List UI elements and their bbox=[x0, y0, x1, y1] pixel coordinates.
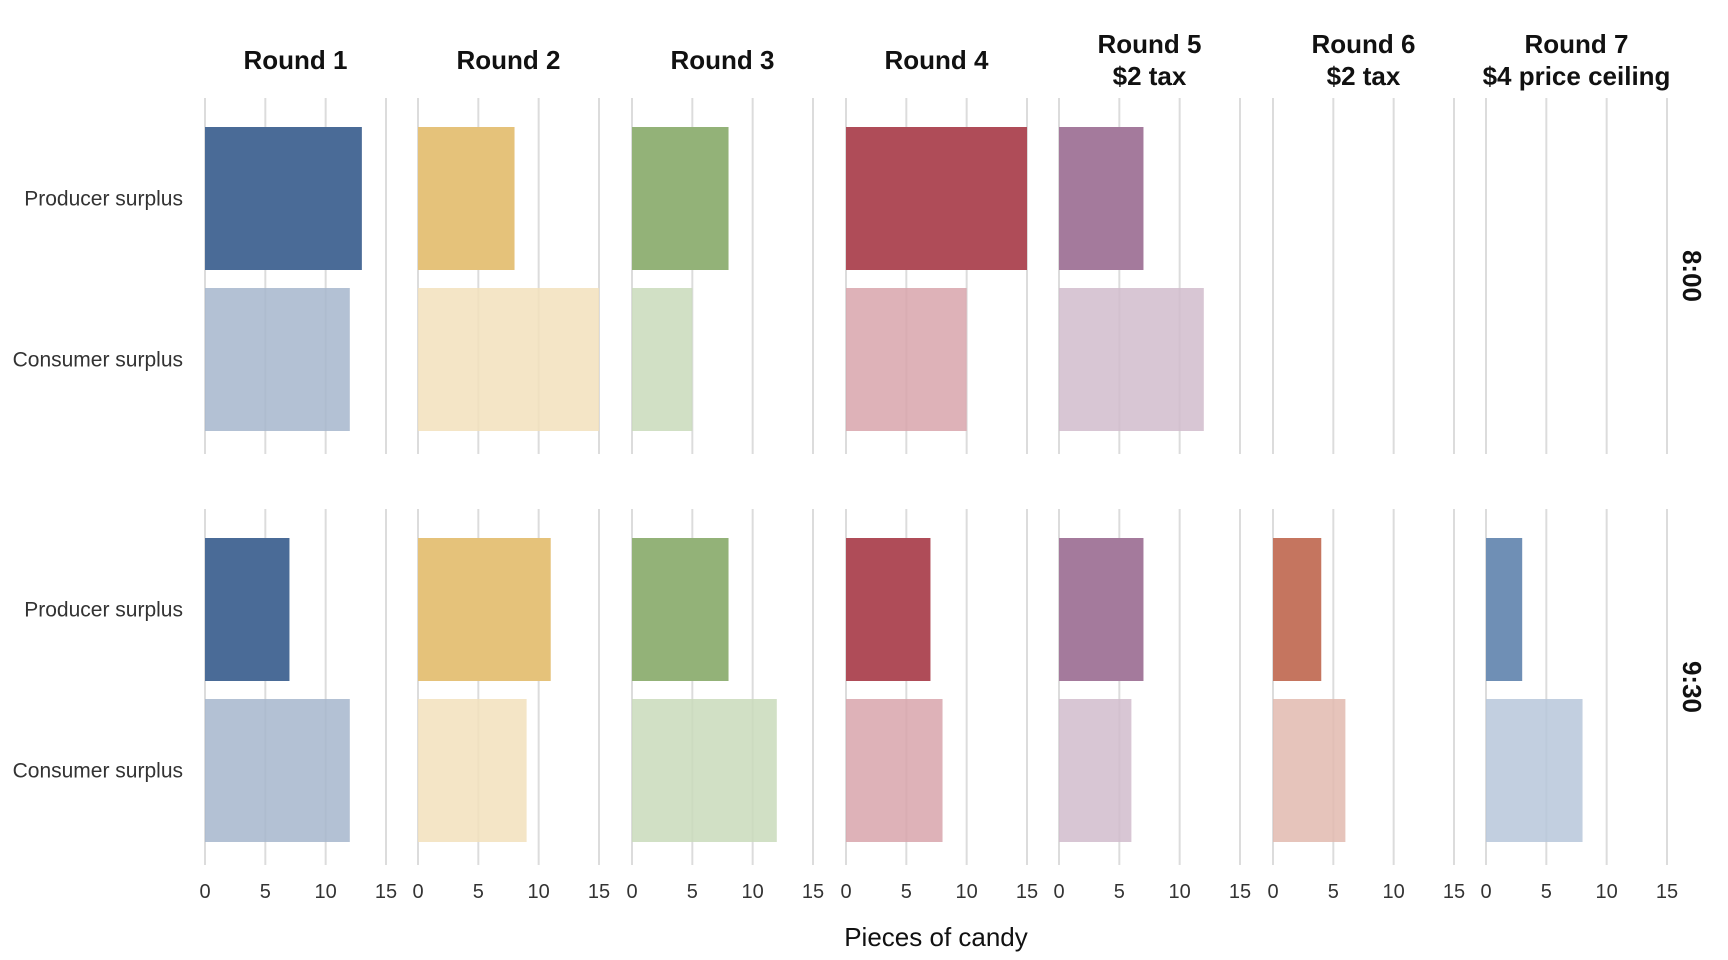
row-label: 9:30 bbox=[1677, 661, 1707, 713]
x-tick-label: 10 bbox=[1596, 881, 1618, 903]
bar-consumer-surplus bbox=[1059, 699, 1132, 842]
bar-producer-surplus bbox=[1059, 538, 1144, 681]
x-tick-label: 5 bbox=[1328, 881, 1339, 903]
category-label: Producer surplus bbox=[24, 188, 183, 211]
x-tick-label: 0 bbox=[840, 881, 851, 903]
bar-producer-surplus bbox=[632, 127, 729, 270]
x-tick-label: 15 bbox=[588, 881, 610, 903]
x-tick-label: 5 bbox=[1114, 881, 1125, 903]
bar-producer-surplus bbox=[205, 127, 362, 270]
panel-title: Round 7 bbox=[1525, 29, 1629, 59]
x-tick-label: 15 bbox=[1656, 881, 1678, 903]
x-tick-label: 0 bbox=[1053, 881, 1064, 903]
bar-consumer-surplus bbox=[418, 288, 599, 431]
x-tick-label: 0 bbox=[626, 881, 637, 903]
x-tick-label: 10 bbox=[528, 881, 550, 903]
x-tick-label: 15 bbox=[1016, 881, 1038, 903]
bar-consumer-surplus bbox=[1059, 288, 1204, 431]
x-axis-title: Pieces of candy bbox=[844, 922, 1028, 952]
bar-producer-surplus bbox=[418, 127, 515, 270]
bar-consumer-surplus bbox=[1273, 699, 1346, 842]
x-tick-label: 5 bbox=[687, 881, 698, 903]
x-tick-label: 15 bbox=[375, 881, 397, 903]
x-tick-label: 10 bbox=[1169, 881, 1191, 903]
bar-producer-surplus bbox=[1059, 127, 1144, 270]
bar-consumer-surplus bbox=[846, 288, 967, 431]
bar-consumer-surplus bbox=[205, 288, 350, 431]
x-tick-label: 0 bbox=[199, 881, 210, 903]
category-label: Consumer surplus bbox=[13, 760, 183, 783]
bar-consumer-surplus bbox=[205, 699, 350, 842]
bar-consumer-surplus bbox=[1486, 699, 1583, 842]
panel-title: $2 tax bbox=[1327, 61, 1401, 91]
x-tick-label: 0 bbox=[1480, 881, 1491, 903]
panel-title: Round 6 bbox=[1312, 29, 1416, 59]
row-label: 8:00 bbox=[1677, 250, 1707, 302]
x-tick-label: 0 bbox=[1267, 881, 1278, 903]
bar-producer-surplus bbox=[1486, 538, 1523, 681]
category-label: Consumer surplus bbox=[13, 349, 183, 372]
x-tick-label: 10 bbox=[1383, 881, 1405, 903]
x-tick-label: 10 bbox=[956, 881, 978, 903]
bar-consumer-surplus bbox=[632, 699, 777, 842]
bar-producer-surplus bbox=[1273, 538, 1322, 681]
x-tick-label: 5 bbox=[901, 881, 912, 903]
bar-consumer-surplus bbox=[846, 699, 943, 842]
category-label: Producer surplus bbox=[24, 599, 183, 622]
x-tick-label: 15 bbox=[1229, 881, 1251, 903]
panel-title: Round 3 bbox=[671, 45, 775, 75]
x-tick-label: 15 bbox=[1443, 881, 1465, 903]
bar-producer-surplus bbox=[846, 538, 931, 681]
panel-title: Round 5 bbox=[1098, 29, 1202, 59]
bar-producer-surplus bbox=[846, 127, 1027, 270]
panel-title: Round 2 bbox=[457, 45, 561, 75]
x-tick-label: 5 bbox=[260, 881, 271, 903]
panel-title: Round 4 bbox=[885, 45, 990, 75]
x-tick-label: 15 bbox=[802, 881, 824, 903]
bar-producer-surplus bbox=[632, 538, 729, 681]
panel-title: Round 1 bbox=[244, 45, 348, 75]
x-tick-label: 5 bbox=[473, 881, 484, 903]
bar-producer-surplus bbox=[418, 538, 551, 681]
panel-title: $4 price ceiling bbox=[1483, 61, 1671, 91]
bar-consumer-surplus bbox=[418, 699, 527, 842]
x-tick-label: 5 bbox=[1541, 881, 1552, 903]
x-tick-label: 10 bbox=[742, 881, 764, 903]
x-tick-label: 10 bbox=[315, 881, 337, 903]
bar-producer-surplus bbox=[205, 538, 290, 681]
panel-title: $2 tax bbox=[1113, 61, 1187, 91]
bar-consumer-surplus bbox=[632, 288, 693, 431]
x-tick-label: 0 bbox=[412, 881, 423, 903]
